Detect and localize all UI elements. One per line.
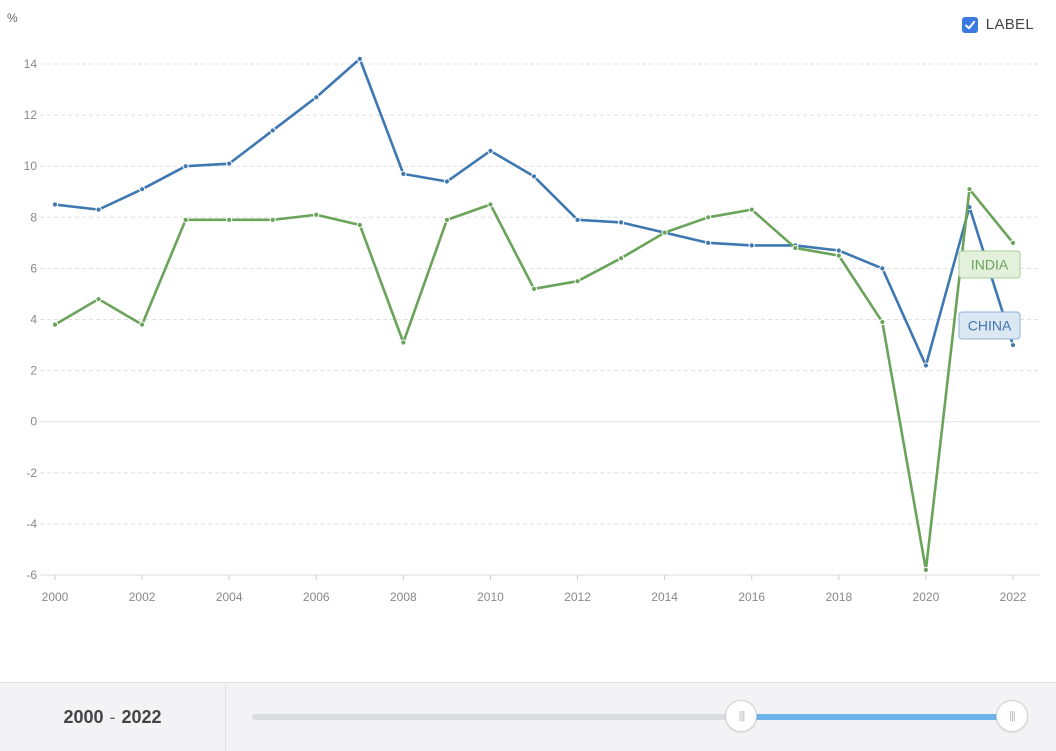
y-tick-label: -6 <box>26 568 37 582</box>
y-tick-label: -2 <box>26 466 37 480</box>
data-point-india <box>705 214 712 221</box>
series-label-text: CHINA <box>968 318 1012 334</box>
series-label-india: INDIA <box>958 250 1021 279</box>
data-point-china <box>443 178 451 185</box>
data-point-india <box>356 221 363 229</box>
label-toggle[interactable]: LABEL <box>961 16 1034 33</box>
data-point-india <box>443 216 451 223</box>
data-point-india <box>661 229 668 236</box>
grip-icon: ||| <box>1009 710 1016 722</box>
checkmark-icon <box>964 20 975 29</box>
data-point-china <box>182 163 189 170</box>
data-point-china <box>835 247 842 254</box>
data-point-india <box>138 321 146 328</box>
data-point-china <box>1009 341 1017 349</box>
y-tick-label: 14 <box>24 57 38 71</box>
y-tick-label: 8 <box>30 210 37 224</box>
range-separator: - <box>109 706 116 727</box>
series-lines <box>51 55 1017 573</box>
year-range-display: 2000 - 2022 <box>0 683 226 751</box>
data-point-china <box>51 201 59 208</box>
data-point-china <box>95 206 102 213</box>
data-point-india <box>400 339 407 346</box>
data-point-india <box>51 321 59 328</box>
y-tick-label: 2 <box>30 364 37 378</box>
x-tick-label: 2000 <box>42 590 69 604</box>
data-point-india <box>182 216 189 223</box>
data-point-india <box>617 255 625 262</box>
gridlines <box>40 63 1040 576</box>
x-tick-label: 2016 <box>738 590 765 604</box>
y-tick-label: 0 <box>30 415 37 429</box>
series-line-india <box>54 187 1015 572</box>
x-tick-label: 2012 <box>564 590 591 604</box>
line-chart: -6 -4 -2 0 2 4 6 8 10 12 14 2000 2002 2004 2006 2008 201… <box>7 11 1040 604</box>
data-point-india <box>748 206 755 213</box>
data-point-india <box>530 285 538 292</box>
data-point-china <box>487 147 494 154</box>
data-point-china <box>313 94 320 101</box>
series-label-box <box>958 311 1021 340</box>
data-point-china <box>705 239 712 246</box>
data-point-china <box>879 265 886 272</box>
slider-start-handle[interactable]: ||| <box>725 700 758 732</box>
data-point-india <box>487 201 494 208</box>
y-axis-unit: % <box>7 11 18 25</box>
x-tick-label: 2010 <box>477 590 504 604</box>
x-tick-label: 2020 <box>913 590 940 604</box>
x-tick-label: 2018 <box>825 590 852 604</box>
x-tick-label: 2022 <box>1000 590 1027 604</box>
data-point-india <box>966 186 973 193</box>
data-point-india <box>574 278 581 285</box>
data-point-china <box>748 242 755 249</box>
data-point-china <box>138 186 146 193</box>
data-point-china <box>922 362 930 369</box>
x-tick-label: 2014 <box>651 590 678 604</box>
y-tick-label: 10 <box>24 159 38 173</box>
x-tick-label: 2008 <box>390 590 417 604</box>
axes: -6 -4 -2 0 2 4 6 8 10 12 14 2000 2002 2004 2006 2008 201… <box>24 57 1040 604</box>
data-point-india <box>269 216 276 223</box>
series-label-text: INDIA <box>971 257 1009 273</box>
data-point-india <box>922 566 930 573</box>
y-tick-label: -4 <box>26 517 37 531</box>
data-point-india <box>226 216 233 223</box>
data-point-china <box>617 219 625 226</box>
data-point-china <box>574 216 581 223</box>
grip-icon: ||| <box>738 710 746 722</box>
data-point-china <box>356 55 363 62</box>
year-range-slider[interactable]: ||| ||| <box>252 700 1028 732</box>
series-label-china: CHINA <box>958 311 1021 340</box>
data-point-china <box>400 170 407 177</box>
range-start: 2000 <box>63 706 104 727</box>
checkbox[interactable] <box>961 16 978 33</box>
data-point-india <box>835 252 842 259</box>
slider-selected-range <box>741 714 1012 720</box>
range-footer: 2000 - 2022 ||| ||| <box>0 682 1056 751</box>
data-point-india <box>313 211 320 218</box>
data-point-china <box>269 127 276 134</box>
x-tick-label: 2004 <box>216 590 243 604</box>
data-point-india <box>792 244 799 252</box>
label-toggle-text: LABEL <box>985 16 1034 33</box>
slider-end-handle[interactable]: ||| <box>996 700 1028 732</box>
y-tick-label: 6 <box>30 261 37 275</box>
data-point-india <box>95 295 102 303</box>
data-point-china <box>226 160 233 167</box>
x-tick-label: 2006 <box>303 590 330 604</box>
data-point-india <box>1009 239 1017 246</box>
series-label-box <box>958 250 1021 279</box>
y-tick-label: 12 <box>24 108 38 122</box>
series-labels: CHINA INDIA <box>958 250 1021 340</box>
x-tick-label: 2002 <box>129 590 156 604</box>
range-end: 2022 <box>121 706 162 727</box>
y-tick-label: 4 <box>30 313 37 327</box>
data-point-china <box>530 173 538 180</box>
data-point-india <box>879 318 886 326</box>
